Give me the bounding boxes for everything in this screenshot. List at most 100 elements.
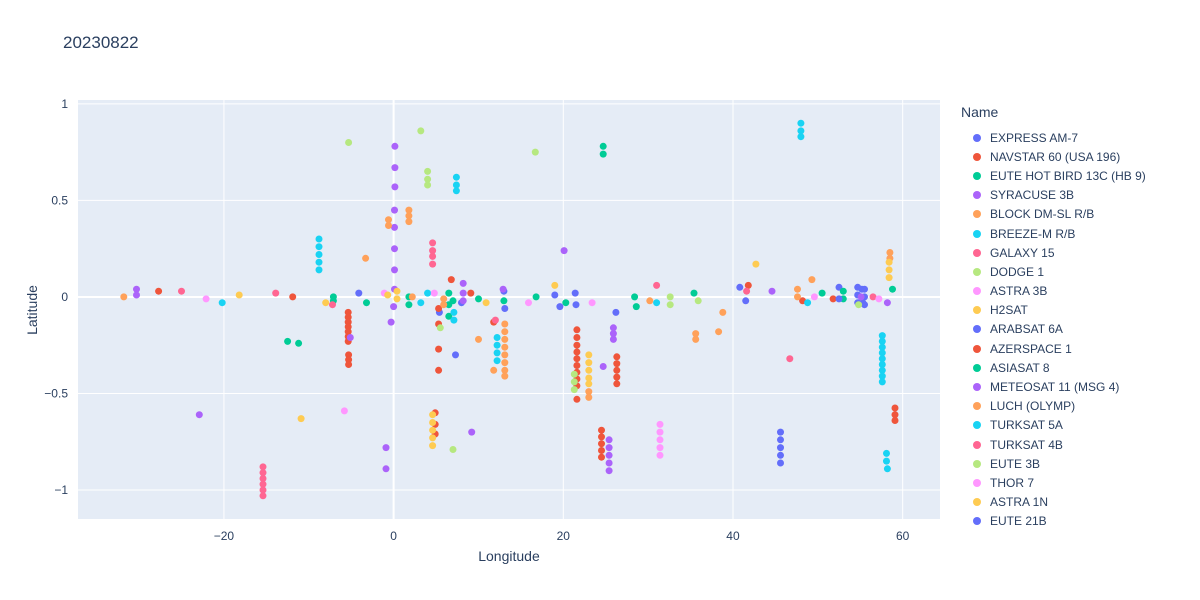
data-point[interactable] (609, 324, 617, 332)
data-point[interactable] (393, 295, 401, 303)
data-point[interactable] (120, 293, 128, 301)
data-point[interactable] (405, 218, 413, 226)
data-point[interactable] (878, 343, 886, 351)
data-point[interactable] (891, 411, 899, 419)
data-point[interactable] (346, 334, 354, 341)
legend-item[interactable]: BLOCK DM-SL R/B (961, 205, 1191, 224)
data-point[interactable] (653, 299, 661, 307)
data-point[interactable] (429, 411, 437, 419)
data-point[interactable] (430, 289, 438, 297)
data-point[interactable] (560, 247, 568, 255)
data-point[interactable] (440, 301, 448, 309)
data-point[interactable] (391, 223, 398, 231)
data-point[interactable] (387, 318, 395, 326)
data-point[interactable] (690, 289, 698, 297)
data-point[interactable] (385, 222, 392, 229)
data-point[interactable] (429, 434, 437, 442)
data-point[interactable] (315, 266, 323, 274)
data-point[interactable] (259, 480, 267, 488)
data-point[interactable] (605, 459, 613, 467)
data-point[interactable] (322, 299, 330, 307)
data-point[interactable] (883, 457, 890, 465)
data-point[interactable] (573, 355, 581, 363)
data-point[interactable] (794, 285, 801, 293)
data-point[interactable] (605, 444, 613, 452)
data-point[interactable] (500, 297, 508, 305)
legend-item[interactable]: NAVSTAR 60 (USA 196) (961, 147, 1191, 166)
data-point[interactable] (429, 260, 437, 268)
data-point[interactable] (570, 378, 578, 386)
data-point[interactable] (562, 299, 570, 307)
data-point[interactable] (424, 289, 432, 297)
data-point[interactable] (501, 335, 509, 343)
data-point[interactable] (818, 289, 826, 297)
data-point[interactable] (878, 349, 886, 357)
data-point[interactable] (744, 281, 752, 289)
data-point[interactable] (435, 366, 443, 374)
data-point[interactable] (571, 289, 579, 297)
data-point[interactable] (417, 299, 425, 307)
data-point[interactable] (889, 285, 896, 293)
data-point[interactable] (573, 326, 581, 334)
data-point[interactable] (345, 356, 353, 364)
data-point[interactable] (891, 417, 899, 424)
data-point[interactable] (459, 297, 467, 305)
data-point[interactable] (551, 291, 559, 299)
data-point[interactable] (501, 305, 509, 312)
data-point[interactable] (875, 295, 883, 303)
data-point[interactable] (613, 366, 621, 374)
data-point[interactable] (391, 206, 398, 214)
data-point[interactable] (450, 308, 458, 316)
data-point[interactable] (429, 442, 437, 450)
data-point[interactable] (719, 308, 727, 316)
data-point[interactable] (391, 245, 398, 253)
data-point[interactable] (797, 127, 805, 135)
data-point[interactable] (459, 289, 467, 297)
data-point[interactable] (501, 351, 509, 359)
data-point[interactable] (605, 436, 613, 444)
legend-item[interactable]: EUTE 21B (961, 512, 1191, 531)
data-point[interactable] (467, 289, 475, 297)
data-point[interactable] (885, 266, 893, 274)
data-point[interactable] (449, 446, 457, 453)
data-point[interactable] (878, 355, 886, 363)
data-point[interactable] (344, 323, 352, 331)
data-point[interactable] (883, 465, 891, 473)
data-point[interactable] (585, 393, 593, 401)
data-point[interactable] (405, 301, 413, 309)
data-point[interactable] (501, 328, 509, 336)
data-point[interactable] (599, 142, 607, 150)
data-point[interactable] (459, 279, 467, 287)
data-point[interactable] (804, 299, 812, 307)
data-point[interactable] (315, 258, 323, 266)
data-point[interactable] (632, 303, 640, 311)
legend-item[interactable]: AZERSPACE 1 (961, 339, 1191, 358)
data-point[interactable] (382, 465, 390, 473)
data-point[interactable] (235, 291, 243, 299)
data-point[interactable] (493, 334, 501, 341)
data-point[interactable] (878, 332, 886, 340)
data-point[interactable] (861, 301, 868, 309)
data-point[interactable] (585, 380, 593, 388)
data-point[interactable] (475, 335, 482, 343)
data-point[interactable] (598, 426, 605, 434)
data-point[interactable] (391, 266, 398, 274)
data-point[interactable] (656, 436, 664, 444)
data-point[interactable] (605, 467, 613, 475)
data-point[interactable] (742, 297, 750, 305)
data-point[interactable] (490, 366, 498, 374)
data-point[interactable] (435, 305, 443, 312)
data-point[interactable] (384, 291, 392, 299)
data-point[interactable] (598, 433, 605, 441)
data-point[interactable] (794, 293, 801, 301)
data-point[interactable] (202, 295, 210, 303)
data-point[interactable] (572, 301, 580, 309)
data-point[interactable] (613, 373, 621, 381)
data-point[interactable] (501, 343, 509, 351)
data-point[interactable] (468, 428, 476, 436)
data-point[interactable] (653, 281, 661, 289)
data-point[interactable] (408, 293, 416, 301)
data-point[interactable] (417, 127, 425, 135)
data-point[interactable] (501, 359, 509, 367)
